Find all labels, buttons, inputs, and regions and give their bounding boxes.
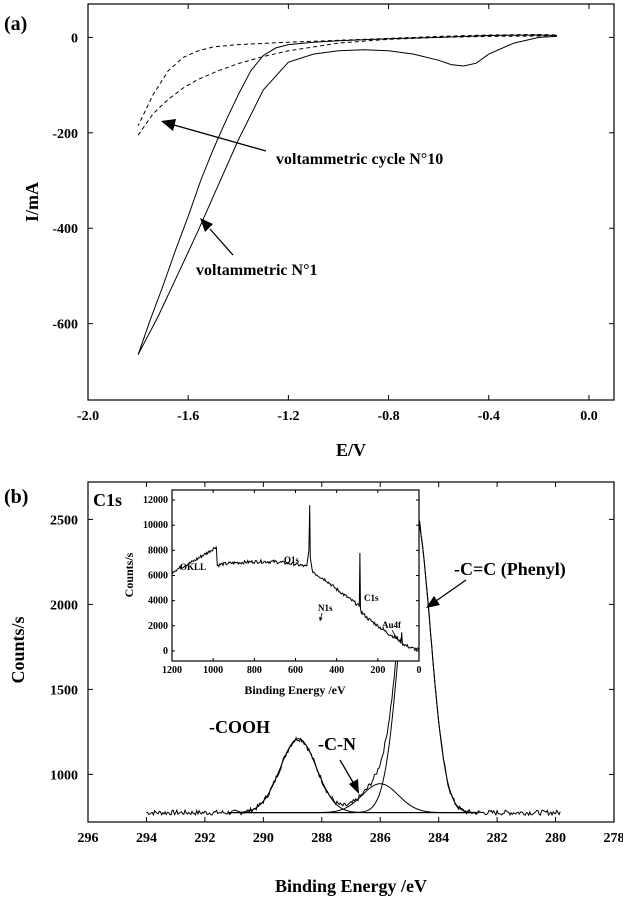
annotation-arrow-cycle-10 bbox=[161, 119, 267, 152]
panel-b-curves bbox=[146, 508, 561, 817]
inset-x-axis-label: Binding Energy /eV bbox=[244, 683, 346, 697]
inset-label-c1s: C1s bbox=[364, 593, 379, 603]
panel-b-x-tick-label: 292 bbox=[194, 831, 215, 846]
annotation-cycle-1: voltammetric N°1 bbox=[196, 262, 317, 279]
panel-a-x-tick-label: -1.2 bbox=[277, 409, 299, 424]
panel-b-x-tick-label: 286 bbox=[370, 831, 391, 846]
inset-label-o1s: O1s bbox=[284, 555, 300, 565]
panel-b-x-axis-label: Binding Energy /eV bbox=[275, 876, 427, 896]
panel-b-ticks: 296 294 292 290 288 286 284 282 280 278 1000 1500 20… bbox=[50, 482, 623, 846]
panel-a-plot-frame bbox=[87, 3, 615, 401]
panel-b-x-tick-label: 294 bbox=[136, 831, 157, 846]
panel-b-y-tick-label: 1000 bbox=[50, 768, 78, 783]
c1s-envelope bbox=[146, 508, 561, 817]
panel-b-x-tick-label: 296 bbox=[78, 831, 99, 846]
annotation-cycle-10: voltammetric cycle N°10 bbox=[276, 151, 443, 168]
panel-b-x-tick-label: 284 bbox=[428, 831, 449, 846]
panel-b-x-tick-label: 290 bbox=[253, 831, 274, 846]
inset-arrow-n1s-head bbox=[318, 617, 323, 621]
inset-curves bbox=[171, 505, 420, 652]
inset-x-tick-label: 600 bbox=[288, 665, 303, 676]
panel-b-y-axis-label: Counts/s bbox=[8, 616, 28, 683]
inset-ticks: 1200 1000 800 600 400 200 00200040006000800010… bbox=[143, 490, 422, 676]
panel-b-plot-frame bbox=[87, 481, 615, 823]
panel-b-title-c1s: C1s bbox=[93, 490, 122, 510]
inset-arrow-au4f-head bbox=[394, 636, 398, 640]
inset-x-tick-label: 1000 bbox=[203, 665, 223, 676]
inset-x-tick-label: 1200 bbox=[162, 665, 182, 676]
series-cycle-1 bbox=[137, 34, 557, 355]
survey-inset: 1200 1000 800 600 400 200 00200040006000800010… bbox=[122, 489, 422, 697]
annotation-arrow-cycle-1 bbox=[200, 218, 234, 256]
annotation-arrow-cn bbox=[339, 759, 359, 794]
inset-y-tick-label: 6000 bbox=[148, 571, 168, 582]
panel-a-ticks: -2.0 -1.6 -1.2 -0.8 -0.4 0.0 0 -200 -400 -600 bbox=[52, 4, 614, 424]
inset-label-n1s: N1s bbox=[318, 603, 333, 613]
inset-y-tick-label: 12000 bbox=[143, 495, 168, 506]
panel-b-y-tick-label: 2000 bbox=[50, 598, 78, 613]
panel-a-y-tick-label: -200 bbox=[52, 127, 78, 142]
survey-spectrum bbox=[171, 505, 420, 652]
panel-a-x-tick-label: -1.6 bbox=[177, 409, 199, 424]
panel-a-y-tick-label: -400 bbox=[52, 222, 78, 237]
panel-a-curves bbox=[137, 33, 557, 355]
panel-b-y-tick-label: 2500 bbox=[50, 513, 78, 528]
inset-y-tick-label: 2000 bbox=[148, 621, 168, 632]
panel-a-x-tick-label: -0.4 bbox=[478, 409, 500, 424]
panel-a-x-axis-label: E/V bbox=[336, 440, 366, 460]
inset-y-tick-label: 8000 bbox=[148, 545, 168, 556]
inset-x-tick-label: 800 bbox=[247, 665, 262, 676]
panel-a-x-tick-label: 0.0 bbox=[580, 409, 598, 424]
component-label-cooh: -COOH bbox=[209, 717, 270, 737]
inset-y-tick-label: 0 bbox=[163, 646, 168, 657]
panel-b-label: (b) bbox=[4, 486, 28, 508]
panel-b-x-tick-label: 288 bbox=[311, 831, 332, 846]
inset-y-axis-label: Counts/s bbox=[122, 552, 136, 597]
component-label-cn: -C-N bbox=[318, 734, 356, 754]
inset-x-tick-label: 400 bbox=[329, 665, 344, 676]
panel-a-y-axis-label: I/mA bbox=[22, 182, 42, 222]
inset-x-tick-label: 200 bbox=[370, 665, 385, 676]
component-label-phenyl: -C=C (Phenyl) bbox=[454, 559, 566, 580]
inset-y-tick-label: 10000 bbox=[143, 520, 168, 531]
inset-label-okll: OKLL bbox=[180, 562, 206, 572]
inset-x-tick-label: 0 bbox=[417, 665, 422, 676]
panel-a-y-tick-label: 0 bbox=[71, 31, 78, 46]
panel-b-x-tick-label: 282 bbox=[487, 831, 508, 846]
panel-b-x-tick-label: 280 bbox=[545, 831, 566, 846]
panel-a-x-tick-label: -0.8 bbox=[377, 409, 399, 424]
annotation-arrow-phenyl bbox=[426, 579, 467, 608]
panel-a-y-tick-label: -600 bbox=[52, 318, 78, 333]
panel-b-x-tick-label: 278 bbox=[604, 831, 623, 846]
inset-label-au4f: Au4f bbox=[382, 620, 402, 630]
inset-y-tick-label: 4000 bbox=[148, 596, 168, 607]
panel-b-y-tick-label: 1500 bbox=[50, 683, 78, 698]
panel-a-x-tick-label: -2.0 bbox=[77, 409, 99, 424]
series-cycle-10 bbox=[137, 33, 557, 136]
panel-a-label: (a) bbox=[4, 13, 27, 35]
